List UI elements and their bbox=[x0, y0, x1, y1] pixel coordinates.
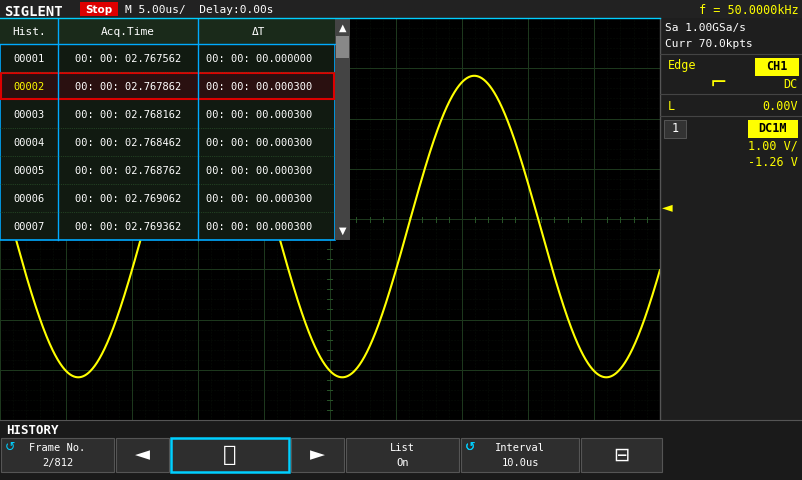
Bar bbox=[0, 18, 334, 44]
Bar bbox=[0, 18, 334, 240]
Text: Interval: Interval bbox=[494, 443, 545, 453]
Text: Sa 1.00GSa/s: Sa 1.00GSa/s bbox=[664, 23, 745, 33]
Text: 00: 00: 00.000300: 00: 00: 00.000300 bbox=[205, 222, 312, 232]
Text: 1.00 V/: 1.00 V/ bbox=[747, 140, 797, 153]
Text: 1: 1 bbox=[670, 122, 678, 135]
Text: 00: 00: 00.000300: 00: 00: 00.000300 bbox=[205, 138, 312, 148]
Bar bbox=[460, 438, 578, 472]
Text: ΔT: ΔT bbox=[252, 27, 265, 37]
Bar bbox=[754, 58, 798, 76]
Text: 00: 00: 00.000300: 00: 00: 00.000300 bbox=[205, 110, 312, 120]
Text: ◄: ◄ bbox=[661, 200, 672, 214]
Bar bbox=[0, 18, 334, 240]
Text: ⊟: ⊟ bbox=[613, 445, 629, 465]
Bar bbox=[80, 2, 118, 16]
Bar bbox=[171, 438, 289, 472]
Text: 00: 00: 02.768462: 00: 00: 02.768462 bbox=[75, 138, 181, 148]
Text: Hist.: Hist. bbox=[12, 27, 46, 37]
Text: SIGLENT: SIGLENT bbox=[4, 5, 63, 19]
Text: 00006: 00006 bbox=[14, 194, 45, 204]
Text: Stop: Stop bbox=[85, 5, 112, 15]
Text: 0.00V: 0.00V bbox=[761, 99, 797, 112]
Text: HISTORY: HISTORY bbox=[6, 423, 59, 436]
Bar bbox=[334, 18, 350, 240]
Text: ▲: ▲ bbox=[338, 23, 346, 33]
Bar bbox=[335, 36, 349, 58]
Text: List: List bbox=[390, 443, 415, 453]
Text: ►: ► bbox=[310, 445, 325, 465]
Text: ↺: ↺ bbox=[464, 441, 475, 454]
Text: ⏸: ⏸ bbox=[223, 445, 237, 465]
Bar bbox=[115, 438, 168, 472]
Text: 00004: 00004 bbox=[14, 138, 45, 148]
Text: 00: 00: 02.769062: 00: 00: 02.769062 bbox=[75, 194, 181, 204]
Text: ⌐: ⌐ bbox=[709, 74, 727, 94]
Bar bbox=[0, 420, 802, 480]
Bar bbox=[346, 438, 459, 472]
Bar bbox=[659, 0, 802, 420]
Text: DC: DC bbox=[783, 77, 797, 91]
Text: Acq.Time: Acq.Time bbox=[101, 27, 155, 37]
Text: 00: 00: 00.000300: 00: 00: 00.000300 bbox=[205, 194, 312, 204]
Text: 00: 00: 02.768762: 00: 00: 02.768762 bbox=[75, 166, 181, 176]
Text: 00: 00: 00.000300: 00: 00: 00.000300 bbox=[205, 82, 312, 92]
Text: ▼: ▼ bbox=[338, 226, 346, 236]
Text: 00: 00: 00.000300: 00: 00: 00.000300 bbox=[205, 166, 312, 176]
Text: On: On bbox=[395, 458, 408, 468]
Text: 2/812: 2/812 bbox=[42, 458, 73, 468]
Text: 00: 00: 02.768162: 00: 00: 02.768162 bbox=[75, 110, 181, 120]
Bar bbox=[1, 73, 334, 99]
Bar bbox=[747, 120, 797, 138]
Text: ↺: ↺ bbox=[464, 441, 475, 454]
Text: 00: 00: 00.000000: 00: 00: 00.000000 bbox=[205, 54, 312, 64]
Text: 10.0us: 10.0us bbox=[500, 458, 538, 468]
Text: 00001: 00001 bbox=[14, 54, 45, 64]
Text: 00003: 00003 bbox=[14, 110, 45, 120]
Bar bbox=[290, 438, 343, 472]
Text: ◄: ◄ bbox=[135, 445, 150, 465]
Bar bbox=[0, 18, 659, 420]
Text: -1.26 V: -1.26 V bbox=[747, 156, 797, 168]
Bar bbox=[1, 438, 114, 472]
Text: 00007: 00007 bbox=[14, 222, 45, 232]
Text: L: L bbox=[667, 99, 674, 112]
Bar bbox=[0, 0, 802, 18]
Text: f = 50.0000kHz: f = 50.0000kHz bbox=[699, 3, 798, 16]
Text: 00: 00: 02.769362: 00: 00: 02.769362 bbox=[75, 222, 181, 232]
Text: 00: 00: 02.767862: 00: 00: 02.767862 bbox=[75, 82, 181, 92]
Text: Edge: Edge bbox=[667, 60, 695, 72]
Text: Frame No.: Frame No. bbox=[30, 443, 86, 453]
Text: 00005: 00005 bbox=[14, 166, 45, 176]
Text: M 5.00us/  Delay:0.00s: M 5.00us/ Delay:0.00s bbox=[125, 5, 273, 15]
Text: 00: 00: 02.767562: 00: 00: 02.767562 bbox=[75, 54, 181, 64]
Text: 00002: 00002 bbox=[14, 82, 45, 92]
Text: ↺: ↺ bbox=[5, 441, 15, 454]
Text: CH1: CH1 bbox=[765, 60, 787, 73]
Bar bbox=[581, 438, 661, 472]
Text: Curr 70.0kpts: Curr 70.0kpts bbox=[664, 39, 751, 49]
Text: DC1M: DC1M bbox=[758, 122, 786, 135]
Bar bbox=[663, 120, 685, 138]
